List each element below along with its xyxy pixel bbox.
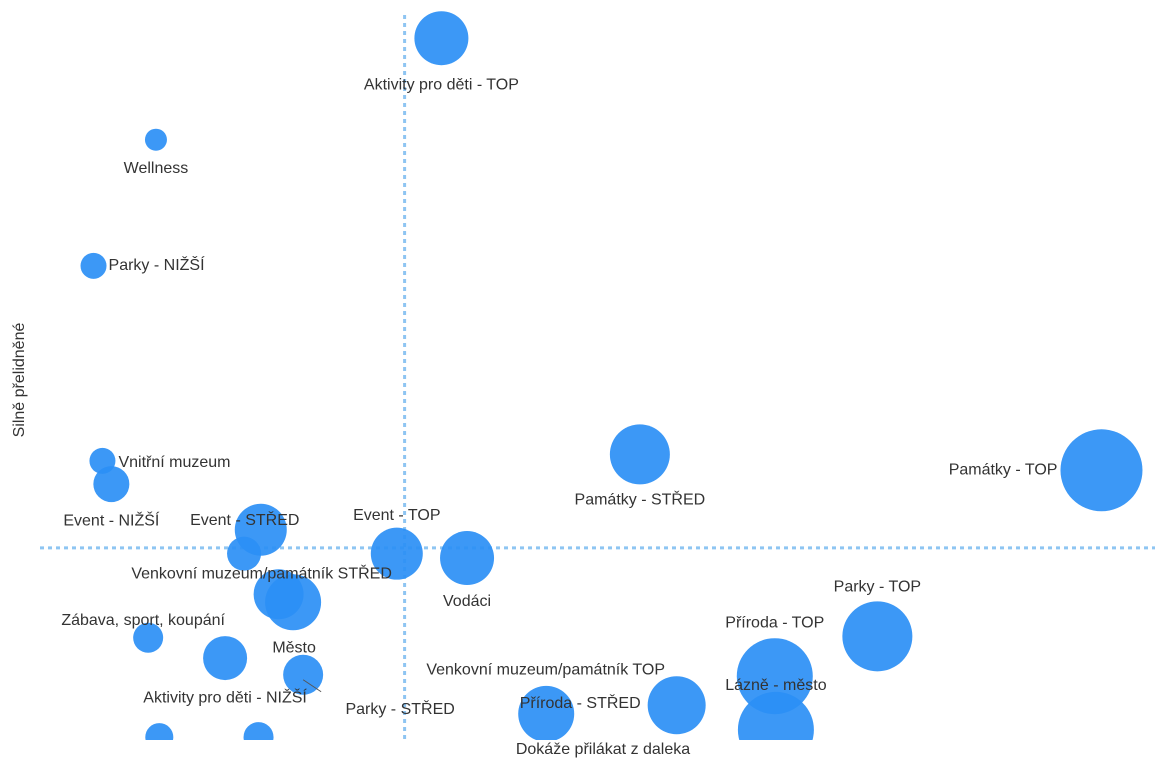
bubble-label: Vodáci xyxy=(443,593,491,610)
bubble xyxy=(145,723,174,740)
bubble-label: Město xyxy=(272,639,316,656)
bubble-label: Parky - STŘED xyxy=(345,699,454,718)
y-axis-label: Silně přelidněné xyxy=(11,323,28,438)
bubble-label: Zábava, sport, koupání xyxy=(61,612,225,629)
bubble-label: Aktivity pro děti - TOP xyxy=(364,76,519,93)
bubble-label: Památky - TOP xyxy=(949,462,1058,479)
bubble-label: Wellness xyxy=(124,160,189,177)
bubble-label: Parky - NIŽŠÍ xyxy=(109,255,206,274)
bubble xyxy=(440,531,495,586)
bubble xyxy=(736,638,813,715)
bubble xyxy=(414,11,469,66)
bubble-label: Venkovní muzeum/památník TOP xyxy=(426,661,665,678)
bubble-label: Event - NIŽŠÍ xyxy=(63,510,160,529)
bubble xyxy=(518,685,575,740)
bubble xyxy=(133,622,164,653)
bubble xyxy=(1060,429,1143,512)
bubble xyxy=(609,424,670,485)
bubble xyxy=(647,676,706,735)
bubble xyxy=(80,252,107,279)
bubble xyxy=(370,527,423,580)
bubble xyxy=(227,536,262,571)
bubble-label: Památky - STŘED xyxy=(575,490,706,509)
bubble xyxy=(93,466,130,503)
x-axis-label: Dokáže přilákat z daleka xyxy=(516,741,690,758)
bubble-label: Parky - TOP xyxy=(834,579,921,596)
bubble-label: Event - STŘED xyxy=(190,510,299,529)
bubble-label: Lázně - město xyxy=(725,677,826,694)
bubble-label: Event - TOP xyxy=(353,507,440,524)
bubble-label: Aktivity pro děti - NIŽŠÍ xyxy=(143,687,307,706)
bubble xyxy=(283,654,324,695)
leader-line xyxy=(302,679,322,693)
bubble xyxy=(203,636,248,681)
plot-area xyxy=(40,11,1155,740)
bubble xyxy=(265,574,322,631)
bubble xyxy=(243,722,274,740)
bubble-label: Příroda - TOP xyxy=(725,614,824,631)
bubble xyxy=(737,691,814,740)
bubble-label: Vnitřní muzeum xyxy=(118,454,230,471)
bubble xyxy=(842,601,913,672)
bubble-label: Příroda - STŘED xyxy=(520,693,641,712)
bubble-label: Venkovní muzeum/památník STŘED xyxy=(131,563,392,582)
bubble xyxy=(144,128,167,151)
